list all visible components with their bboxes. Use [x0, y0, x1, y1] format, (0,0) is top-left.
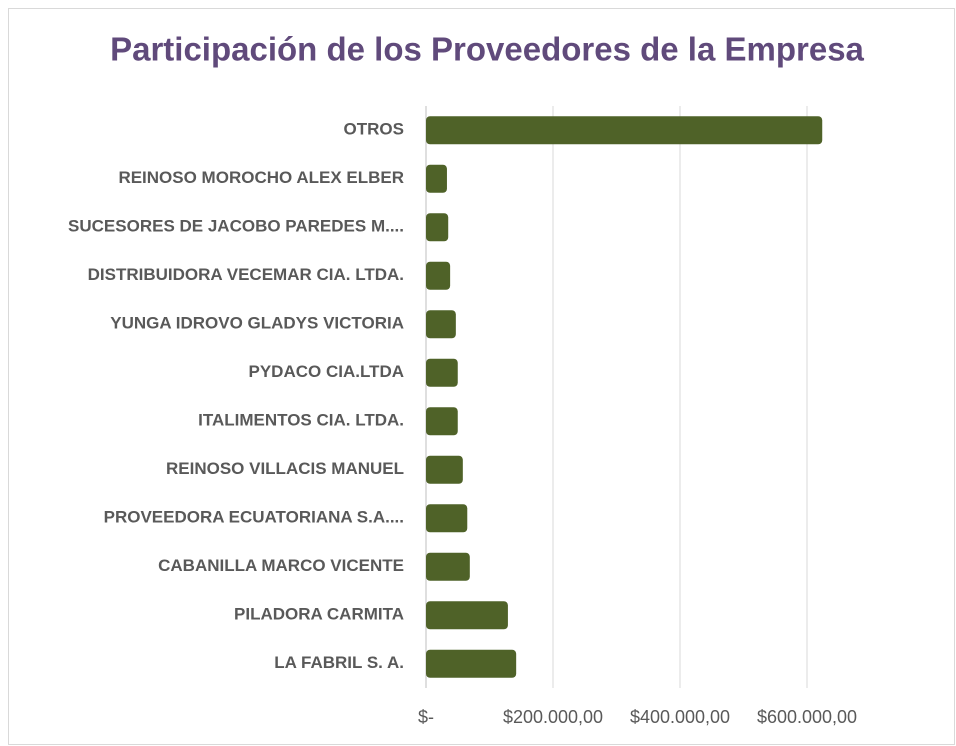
bar — [426, 261, 451, 290]
y-tick-label: LA FABRIL S. A. — [274, 653, 404, 672]
x-tick-label: $600.000,00 — [757, 707, 857, 727]
bar — [426, 649, 517, 678]
chart-title: Participación de los Proveedores de la E… — [110, 31, 864, 68]
bar — [426, 358, 458, 387]
bar — [426, 601, 508, 630]
x-tick-label: $- — [418, 707, 434, 727]
bar — [426, 164, 447, 193]
bar — [426, 310, 456, 339]
bar — [426, 455, 463, 484]
y-tick-label: DISTRIBUIDORA VECEMAR CIA. LTDA. — [88, 265, 404, 284]
y-tick-label: PYDACO CIA.LTDA — [248, 362, 404, 381]
y-tick-label: YUNGA IDROVO GLADYS VICTORIA — [110, 314, 404, 333]
bar — [426, 116, 823, 145]
bar — [426, 213, 449, 242]
y-tick-label: SUCESORES DE JACOBO PAREDES M.... — [68, 217, 404, 236]
y-tick-label: PILADORA CARMITA — [234, 605, 404, 624]
y-tick-label: PROVEEDORA ECUATORIANA S.A.... — [104, 508, 404, 527]
x-tick-label: $200.000,00 — [503, 707, 603, 727]
y-tick-label: ITALIMENTOS CIA. LTDA. — [198, 411, 404, 430]
y-tick-label: CABANILLA MARCO VICENTE — [158, 556, 404, 575]
bar — [426, 504, 468, 533]
bar — [426, 407, 458, 436]
x-tick-label: $400.000,00 — [630, 707, 730, 727]
y-tick-label: REINOSO VILLACIS MANUEL — [166, 459, 404, 478]
bar — [426, 552, 470, 581]
y-tick-label: REINOSO MOROCHO ALEX ELBER — [118, 168, 404, 187]
y-tick-label: OTROS — [344, 120, 404, 139]
